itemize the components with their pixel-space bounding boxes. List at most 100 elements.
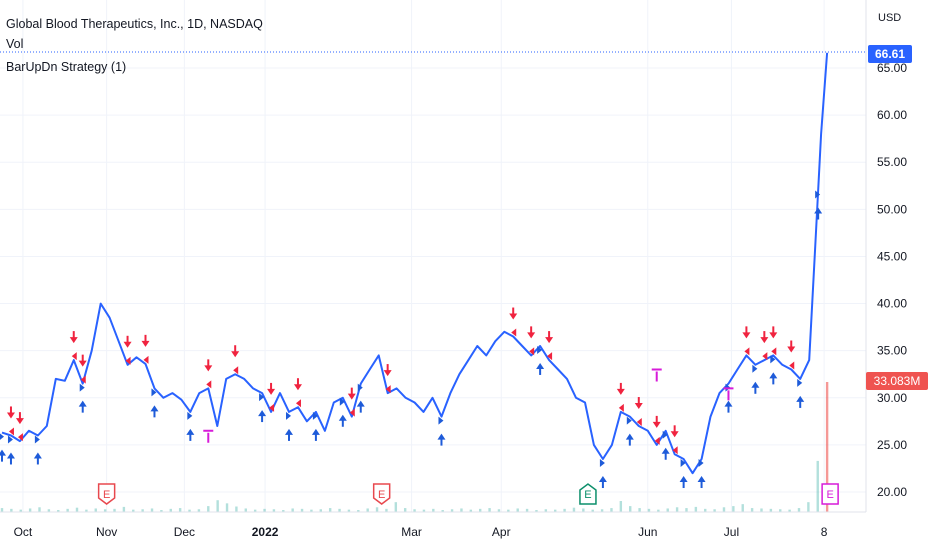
volume-bar [394,502,398,512]
price-axis-bg [866,0,932,550]
sell-arrow-head [204,365,213,372]
volume-bar [66,508,69,512]
volume-bar [216,500,219,512]
volume-bar [85,509,88,512]
trade-flag [680,459,686,468]
price-line [1,52,829,475]
volume-bar [657,509,660,512]
trade-flag [547,352,553,361]
volume-legend[interactable]: Vol [6,37,24,51]
volume-bar [450,509,454,512]
volume-bar [535,510,538,512]
volume-bar [10,508,13,512]
buy-arrow-head [311,428,320,435]
volume-bar [122,506,126,512]
volume-bar [788,509,791,512]
buy-arrow-head [6,452,15,459]
volume-bar [413,509,416,512]
price-tick-label: 35.00 [877,344,907,358]
sell-signal-arrow [616,382,625,395]
time-tick-label: Jun [638,525,657,539]
buy-signal-arrow [78,400,87,413]
price-tick-label: 45.00 [877,249,907,263]
earnings-event-badge[interactable]: E [579,483,597,505]
volume-bar [816,460,819,512]
volume-bar [253,509,257,512]
sell-arrow-head [652,421,661,428]
price-tick-label: 20.00 [877,485,907,499]
volume-bar [525,508,529,512]
buy-signal-arrow [33,452,42,465]
sell-signal-arrow [204,359,213,372]
sell-arrow-head [141,340,150,347]
price-tick-label: 40.00 [877,297,907,311]
buy-signal-arrow [356,400,365,413]
time-tick-label: Apr [492,525,511,539]
strategy-markers [0,190,823,489]
volume-bar [150,508,154,512]
volume-bar [28,508,32,512]
buy-arrow-head [258,410,267,417]
sell-arrow-head [293,384,302,391]
volume-bar [188,509,191,512]
trade-flag [744,347,750,356]
volume-bar [0,508,4,512]
trade-flag [312,411,318,420]
buy-arrow-head [598,476,607,483]
volume-bar [357,510,360,512]
earnings-badge-label: E [826,489,833,501]
trade-flag [752,364,758,373]
earnings-event-badge[interactable]: E [821,483,839,505]
trade-flag [286,411,291,420]
buy-signal-arrow [338,414,347,427]
sell-arrow-head [787,346,796,353]
earnings-event-badge[interactable]: E [372,483,391,505]
trade-flag [770,355,776,364]
volume-bar [797,508,801,512]
buy-signal-arrow [625,433,634,446]
buy-arrow-head [751,381,760,388]
buy-arrow-head [338,414,347,421]
trade-flag [662,430,668,439]
sell-arrow-head [15,418,24,425]
buy-signal-arrow [311,428,320,441]
volume-bar [591,509,594,512]
buy-signal-arrow [150,405,159,418]
volume-bar [310,509,313,512]
time-tick-label: Jul [724,525,739,539]
time-tick-label: Nov [96,525,117,539]
volume-bar [403,508,407,512]
earnings-event-badge[interactable]: E [97,483,116,505]
sell-signal-arrow [231,345,240,358]
volume-bar [554,509,557,512]
volume-bar [263,508,266,512]
volume-bar [169,508,172,512]
volume-bar [572,507,576,512]
sell-arrow-head [634,403,643,410]
trade-flag [295,399,301,408]
volume-bar [704,508,707,512]
buy-signal-arrow [697,476,706,489]
volume-bar [272,509,276,512]
volume-bar [619,500,623,512]
sell-signal-arrow [509,307,518,320]
volume-bar [338,508,341,512]
volume-bar [825,382,829,512]
sell-signal-arrow [6,406,15,419]
sell-arrow-head [347,393,356,400]
volume-bar [432,508,435,512]
earnings-badge-shape [97,483,116,505]
earnings-badge-shape [579,483,597,505]
currency-label[interactable]: USD [878,12,902,24]
trade-flag [233,366,239,375]
trade-flag [7,435,13,444]
trade-flag [438,416,444,425]
volume-bar [385,508,388,512]
volume-bar [103,509,107,512]
strategy-legend[interactable]: BarUpDn Strategy (1) [6,60,127,74]
volume-bar [347,509,351,512]
price-tick-label: 55.00 [877,155,907,169]
sell-signal-arrow [383,364,392,377]
